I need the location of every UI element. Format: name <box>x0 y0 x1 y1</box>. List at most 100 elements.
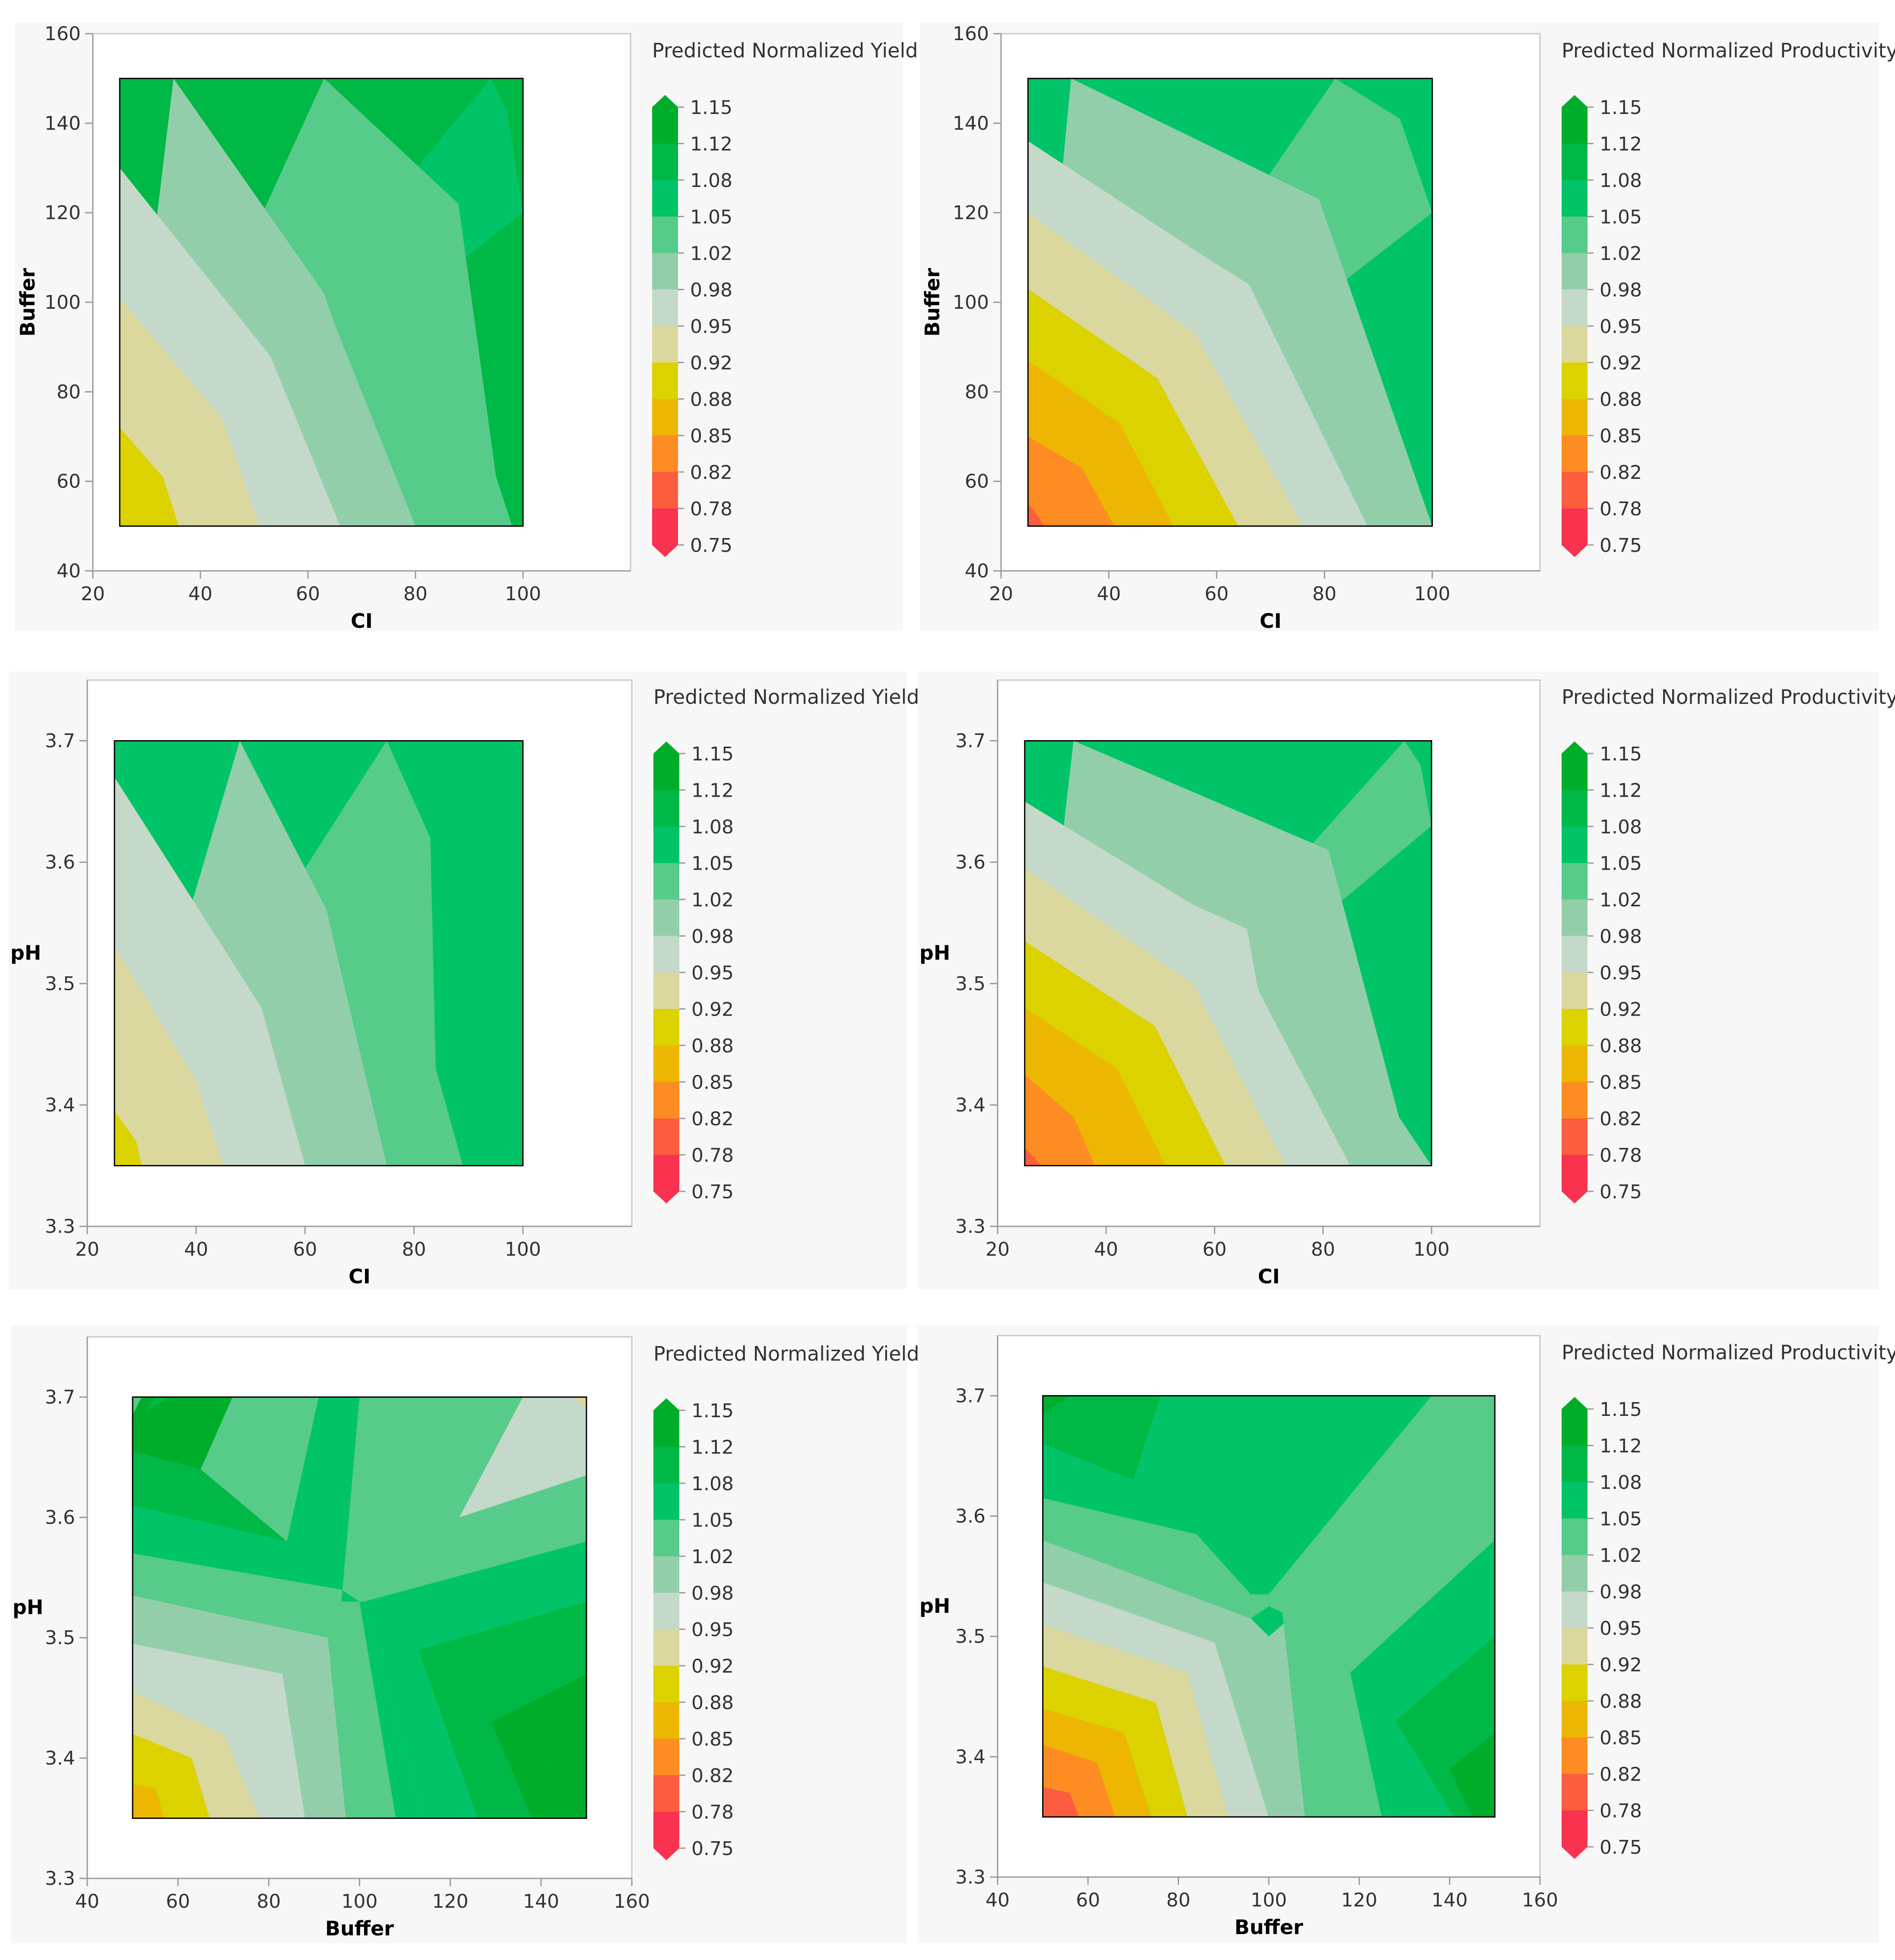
chart-panel-3: 20 40 60 80 100 3.3 3.4 3.5 3.6 3.7 CI pH Predicted … <box>9 671 919 1289</box>
y-tick-label: 100 <box>44 291 81 313</box>
x-tick-label: 120 <box>1341 1889 1377 1911</box>
legend-label: 0.88 <box>690 389 732 411</box>
contour-band-1.12 <box>133 1397 155 1415</box>
legend-swatch <box>1562 1555 1588 1592</box>
legend-label: 0.95 <box>691 962 734 984</box>
chart-panel-1: 20 40 60 80 100406080100120140160CIBufferPre… <box>15 22 918 633</box>
y-axis-label: Buffer <box>921 268 944 336</box>
legend-label: 0.95 <box>1600 962 1642 984</box>
x-axis-label: CI <box>351 609 373 633</box>
x-axis-label: Buffer <box>325 1917 394 1940</box>
contour-band-0.85 <box>1043 1708 1151 1817</box>
legend-arrow-bottom <box>653 1848 679 1860</box>
legend-swatch <box>1562 1009 1588 1045</box>
legend-label: 0.98 <box>1600 1581 1642 1603</box>
legend-arrow-top <box>1562 95 1588 107</box>
legend-label: 1.15 <box>1600 97 1642 119</box>
legend-label: 0.78 <box>691 1145 734 1167</box>
legend-swatch <box>1562 936 1588 972</box>
x-tick-label: 60 <box>1202 1238 1226 1260</box>
y-tick-label: 3.3 <box>955 1216 986 1238</box>
y-tick-label: 3.6 <box>45 852 75 874</box>
legend-label: 1.12 <box>1600 133 1642 155</box>
legend-swatch <box>1562 107 1588 144</box>
chart-panel-2: 20 40 60 80 100406080100120140160CIBufferPre… <box>920 22 1895 633</box>
legend-label: 1.08 <box>691 816 734 838</box>
x-tick-label: 40 <box>188 583 212 605</box>
x-tick-label: 100 <box>1414 583 1450 605</box>
contour-band-0.85 <box>133 1784 165 1818</box>
legend-arrow-bottom <box>1562 1847 1588 1859</box>
legend-swatch <box>1562 143 1588 180</box>
legend-label: 1.05 <box>1600 206 1642 228</box>
legend-swatch <box>1562 1518 1588 1555</box>
legend-label: 1.02 <box>1600 1545 1642 1567</box>
contour-band-0.92 <box>120 427 179 526</box>
legend-swatch <box>1562 1664 1588 1701</box>
legend-swatch <box>653 1410 679 1447</box>
legend-label: 0.75 <box>1600 1837 1642 1859</box>
legend-label: 0.82 <box>1600 462 1642 484</box>
legend-label: 1.15 <box>690 97 732 119</box>
contour-band-0.98 <box>133 1596 346 1818</box>
x-axis-label: CI <box>1258 1265 1280 1288</box>
chart-panel-6: 40 60 80 100 120 140 160 3.3 3.4 3.5 3.6 3.7 Buffer p… <box>918 1326 1895 1943</box>
legend-swatch <box>1562 180 1588 217</box>
legend-title: Predicted Normalized Yield <box>652 39 918 62</box>
contour-band-0.92 <box>573 1397 586 1409</box>
contour-band-0.82 <box>1028 503 1044 526</box>
y-tick-label: 60 <box>57 471 81 493</box>
legend-label: 0.98 <box>691 1583 734 1605</box>
contour-band-0.92 <box>1043 1624 1228 1817</box>
y-tick-label: 60 <box>965 471 989 493</box>
legend-swatch <box>652 362 678 399</box>
legend-swatch <box>1562 1810 1588 1847</box>
y-tick-label: 140 <box>44 112 81 134</box>
x-tick-label: 60 <box>293 1238 317 1260</box>
legend-label: 0.92 <box>1600 1654 1642 1676</box>
contour-band-0.88 <box>133 1734 210 1818</box>
contour-band-0.95 <box>459 1397 586 1517</box>
legend-swatch <box>652 326 678 363</box>
legend-label: 0.82 <box>1600 1764 1642 1786</box>
legend-label: 0.75 <box>1600 535 1642 557</box>
contour-band-1.12 <box>491 1674 586 1818</box>
contour-band-0.92 <box>114 1111 142 1166</box>
y-tick-label: 160 <box>44 23 81 45</box>
legend-swatch <box>653 863 679 899</box>
y-tick-label: 40 <box>965 560 989 582</box>
y-axis-label: pH <box>13 1596 43 1619</box>
x-tick-label: 40 <box>75 1890 99 1913</box>
legend-label: 1.05 <box>1600 853 1642 875</box>
legend-swatch <box>1562 1737 1588 1774</box>
legend-swatch <box>1562 253 1588 290</box>
x-axis-label: Buffer <box>1235 1916 1303 1939</box>
contour-band-1.05 <box>1350 1540 1495 1817</box>
legend-swatch <box>653 972 679 1009</box>
contour-band-0.92 <box>133 1692 260 1818</box>
x-tick-label: 20 <box>986 1238 1010 1260</box>
legend-label: 1.12 <box>1600 780 1642 802</box>
contour-band-1.12 <box>1449 1732 1495 1817</box>
legend-swatch <box>653 1775 679 1812</box>
x-tick-label: 20 <box>81 583 105 605</box>
legend-swatch <box>653 754 679 790</box>
legend-label: 0.78 <box>691 1802 734 1824</box>
chart-panel-5: 40 60 80 100 120 140 160 3.3 3.4 3.5 3.6 3.7 Buffer p… <box>11 1326 919 1943</box>
contour-band-0.78 <box>1043 1787 1079 1817</box>
contour-fill-group <box>114 741 523 1166</box>
legend-swatch <box>1562 790 1588 826</box>
y-tick-label: 3.4 <box>955 1746 986 1768</box>
legend-swatch <box>1562 826 1588 863</box>
domain-border <box>132 1396 587 1819</box>
domain-border <box>1027 78 1433 527</box>
legend-label: 1.05 <box>691 1510 734 1532</box>
y-tick-label: 3.5 <box>45 973 75 995</box>
contour-band-0.95 <box>133 1643 305 1818</box>
legend-label: 1.05 <box>1600 1508 1642 1530</box>
legend-swatch <box>653 1045 679 1082</box>
legend-swatch <box>1562 1409 1588 1446</box>
legend-label: 0.92 <box>691 999 734 1021</box>
contour-band-0.82 <box>1024 1147 1041 1166</box>
legend-swatch <box>653 1702 679 1739</box>
